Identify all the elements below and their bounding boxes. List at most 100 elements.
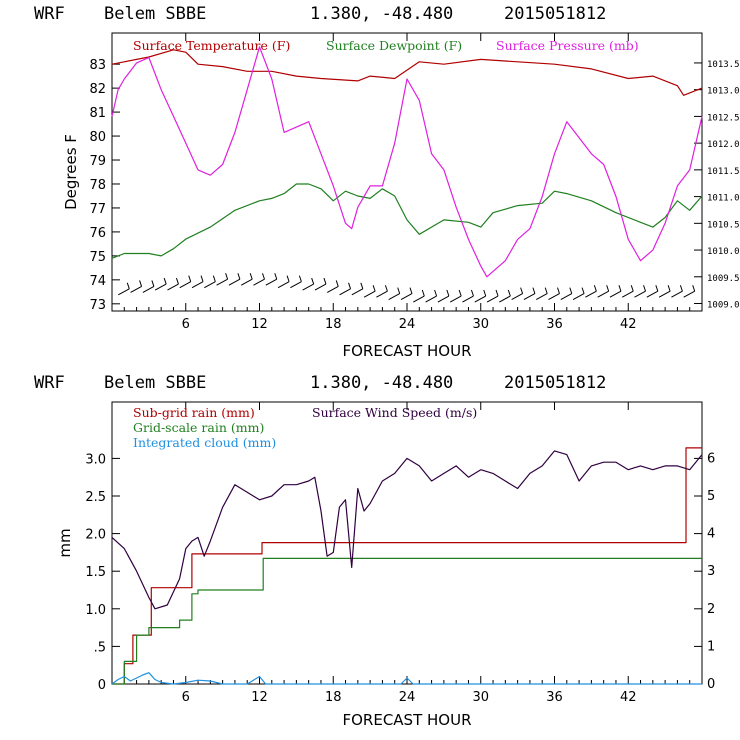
y2-tick-label: 5: [707, 489, 715, 504]
wind-barb-shaft: [609, 290, 622, 298]
wind-barb-shaft: [327, 285, 339, 293]
wind-barb-shaft: [646, 290, 659, 298]
wind-barb-shaft: [228, 278, 241, 286]
wind-barb-flag: [667, 285, 671, 292]
wind-barb-shaft: [290, 281, 302, 289]
wind-barb-shaft: [499, 295, 511, 303]
wind-barb-flag: [434, 289, 438, 297]
wind-barb-shaft: [339, 288, 351, 296]
wind-barb-shaft: [634, 290, 646, 298]
wind-barb-flag: [458, 289, 462, 297]
wind-barb-shaft: [388, 293, 400, 301]
wind-barb-flag: [335, 280, 339, 287]
top-axis-ticks: 6 12 18 24 30 36 42 73 74 75 76 77 78 79 80 81 82 83 1009.…: [89, 33, 740, 332]
legend-integrated-cloud: Integrated cloud (mm): [133, 435, 276, 450]
y-tick-label: 80: [89, 130, 106, 145]
wind-barb-flag: [188, 275, 192, 282]
x-tick-label: 42: [620, 690, 637, 705]
y-tick-label: 1.0: [85, 603, 106, 618]
legend-surface-temperature: Surface Temperature (F): [133, 38, 290, 53]
wind-barb-shaft: [486, 295, 499, 303]
top-y-axis-label: Degrees F: [62, 134, 80, 210]
series-line-surface-temperature-f: [111, 49, 703, 96]
wind-barb-flag: [446, 289, 450, 297]
wind-barb-shaft: [376, 290, 388, 298]
wind-barb-flag: [643, 285, 647, 292]
wind-barb-flag: [212, 275, 216, 282]
wind-barb-flag: [360, 282, 364, 289]
wind-barb-shaft: [658, 290, 671, 298]
y-tick-label: 2.5: [85, 490, 106, 505]
wind-barb-flag: [520, 287, 524, 294]
y2-tick-label: 1013.5: [707, 60, 740, 70]
wind-barb-shaft: [425, 295, 437, 303]
series-line-surface-dewpoint-f: [111, 183, 703, 259]
bottom-series-group: [111, 447, 703, 685]
y-tick-label: 82: [89, 82, 106, 97]
bottom-header-station: Belem SBBE: [104, 373, 206, 393]
y-tick-label: 78: [89, 178, 106, 193]
y-tick-label: 81: [89, 106, 106, 121]
wind-barb-shaft: [449, 295, 462, 303]
y2-tick-label: 1011.5: [707, 167, 740, 177]
y-tick-label: 76: [89, 226, 106, 241]
y-tick-label: 74: [89, 274, 106, 289]
wind-barb-flag: [237, 273, 241, 280]
x-tick-label: 6: [182, 317, 190, 332]
series-line-sub-grid-rain-mm: [112, 447, 702, 685]
series-line-surface-pressure-mb: [111, 46, 703, 278]
x-tick-label: 36: [546, 690, 563, 705]
x-tick-label: 12: [251, 690, 268, 705]
wind-barb-shaft: [191, 281, 204, 289]
wind-barb-shaft: [560, 293, 573, 301]
y2-tick-label: 1011.0: [707, 194, 740, 204]
wind-barb-shaft: [400, 293, 413, 301]
top-x-axis-label: FORECAST HOUR: [342, 342, 471, 360]
wind-barb-flag: [384, 285, 388, 292]
legend-grid-scale-rain: Grid-scale rain (mm): [133, 420, 264, 435]
wind-barb-flag: [348, 282, 352, 289]
legend-surface-wind-speed: Surface Wind Speed (m/s): [312, 405, 477, 420]
wind-barb-shaft: [351, 288, 364, 296]
wind-barb-shaft: [511, 293, 523, 301]
wind-barb-flag: [409, 287, 413, 294]
wind-barb-flag: [495, 289, 499, 297]
x-tick-label: 6: [182, 690, 190, 705]
wind-barb-flag: [298, 275, 302, 282]
wind-barb-shaft: [548, 293, 560, 301]
wind-barb-flag: [544, 287, 548, 294]
bottom-y-axis-label: mm: [56, 528, 74, 557]
y-tick-label: 77: [89, 202, 106, 217]
x-tick-label: 18: [325, 690, 342, 705]
wind-barb-flag: [421, 289, 425, 297]
wind-barb-flag: [151, 280, 155, 287]
top-header-station: Belem SBBE: [104, 4, 206, 24]
top-series-group: [111, 46, 703, 303]
legend-surface-pressure: Surface Pressure (mb): [496, 38, 639, 53]
y-tick-label: 2.0: [85, 528, 106, 543]
wind-barb-flag: [507, 289, 511, 297]
wind-barb-shaft: [413, 295, 425, 303]
wind-barb-flag: [606, 285, 610, 292]
wind-barb-shaft: [462, 295, 474, 303]
wind-barb-flag: [126, 282, 130, 289]
wind-barb-shaft: [597, 290, 609, 298]
y2-tick-label: 1009.0: [707, 301, 740, 311]
wind-barb-flag: [163, 277, 167, 285]
y-tick-label: 75: [89, 250, 106, 265]
wind-barb-shaft: [585, 290, 597, 298]
wind-barb-shaft: [154, 283, 167, 291]
wind-barb-shaft: [265, 278, 278, 286]
wind-barb-flag: [557, 287, 560, 294]
wind-barb-shaft: [363, 290, 376, 298]
y-tick-label: 73: [89, 298, 106, 313]
wind-barb-flag: [286, 275, 290, 282]
bottom-header-model: WRF: [34, 373, 65, 393]
y2-tick-label: 1012.0: [707, 140, 740, 150]
x-tick-label: 24: [399, 690, 416, 705]
wind-barb-shaft: [216, 278, 228, 286]
wind-barb-shaft: [179, 281, 191, 289]
bottom-x-axis-label: FORECAST HOUR: [342, 711, 471, 729]
